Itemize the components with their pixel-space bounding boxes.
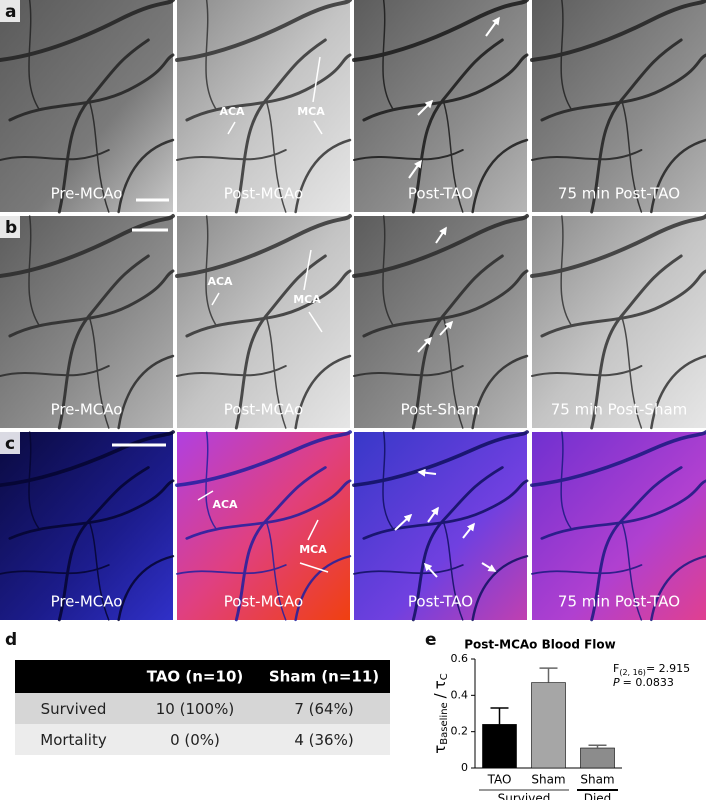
stat-p: P = 0.0833 [613,676,674,689]
tile-caption: 75 min Post-TAO [558,185,680,203]
y-tick-label: 0.4 [451,688,469,701]
group-label: Died [584,792,612,801]
tile-caption: Post-TAO [408,593,473,611]
row-label: Survived [41,700,107,718]
mortality-table: d TAO (n=10) Sham (n=11) Survived 10 (100%) 7… [5,630,390,755]
arrow [481,562,497,572]
bar-chart: e Post-MCAo Blood Flow 0 0.2 0.4 0.6 TAO Sham Sh… [425,630,690,804]
row-label: Mortality [40,731,107,749]
tile-caption: Pre-MCAo [51,593,123,611]
bar [580,747,615,769]
pointer-line [211,292,220,306]
vessel-label: MCA [293,293,321,306]
x-tick-label: Sham [531,773,565,787]
group-label: Survived [498,792,551,801]
panel-letter-bg [0,432,20,454]
panel-letter: a [5,2,16,22]
pointer-line [227,121,236,135]
arrow [417,468,437,477]
tile-caption: Post-MCAo [224,401,303,419]
panel-letter: b [5,218,17,238]
arrow [435,226,447,244]
table-cell: 7 (64%) [294,700,353,718]
x-tick-label: TAO [487,773,512,787]
table-cell: 4 (36%) [294,731,353,749]
x-tick-label: Sham [580,773,614,787]
image-tile [532,0,706,212]
vessel-label: ACA [219,105,245,118]
image-panels [0,0,706,622]
table-header [15,660,390,693]
pointer-line [303,249,312,291]
tile-caption: 75 min Post-TAO [558,593,680,611]
stat-sub: (2, 16) [619,668,646,677]
table-cell: 10 (100%) [156,700,234,718]
column-header: Sham (n=11) [269,668,379,686]
column-header: TAO (n=10) [147,668,243,686]
arrow [394,513,413,531]
arrow [423,562,438,578]
stat-value: = 0.0833 [623,676,674,689]
panel-letter-bg [0,216,20,238]
pointer-line [312,56,321,103]
subscript: Baseline [439,702,450,744]
tile-caption: Pre-MCAo [51,185,123,203]
stat-value: = 2.915 [646,662,690,675]
tile-caption: 75 min Post-Sham [551,401,688,419]
image-tile [0,216,173,428]
panel-letter-bg [0,0,20,22]
tau: τ [431,680,449,689]
pointer-line [197,490,214,501]
stat-f: F(2, 16)= 2.915 [613,662,690,677]
image-annotations: Pre-MCAo Post-MCAo Post-TAO 75 min Post-TAO… [0,0,688,611]
pointer-line [307,519,319,541]
tile-caption: Post-MCAo [224,593,303,611]
table-row [15,693,390,724]
y-tick-label: 0 [461,761,468,774]
vessel-label: ACA [212,498,238,511]
image-tile [354,216,527,428]
separator: / [431,692,449,698]
arrow [417,336,433,353]
bar [482,724,517,769]
pointer-line [308,311,323,333]
tau: τ [431,745,449,754]
tile-caption: Pre-MCAo [51,401,123,419]
arrow [485,16,500,37]
arrow [439,320,454,336]
tile-caption: Post-MCAo [224,185,303,203]
panel-letter: d [5,630,17,650]
arrow [427,506,439,523]
arrow [417,99,434,116]
tile-caption: Post-TAO [408,185,473,203]
panel-letter: c [5,434,15,454]
vessel-label: MCA [299,543,327,556]
pointer-line [299,562,329,573]
image-tile [0,0,173,212]
y-tick-label: 0.2 [451,725,469,738]
arrow [408,159,422,179]
y-tick-label: 0.6 [451,652,469,665]
image-tile [532,216,706,428]
subscript: C [439,673,450,680]
vessel-label: ACA [207,275,233,288]
panel-letter: e [425,630,437,650]
stat-symbol: P [613,676,620,689]
arrow [462,522,475,539]
chart-title: Post-MCAo Blood Flow [464,638,616,652]
bar [531,682,566,769]
table-cell: 0 (0%) [170,731,220,749]
table-row [15,724,390,755]
tile-caption: Post-Sham [401,401,481,419]
pointer-line [313,120,323,135]
image-tile [177,216,350,428]
y-axis-label: τBaseline/τC [431,673,451,754]
vessel-label: MCA [297,105,325,118]
stat-symbol: F [613,662,619,675]
image-tile [354,0,527,212]
